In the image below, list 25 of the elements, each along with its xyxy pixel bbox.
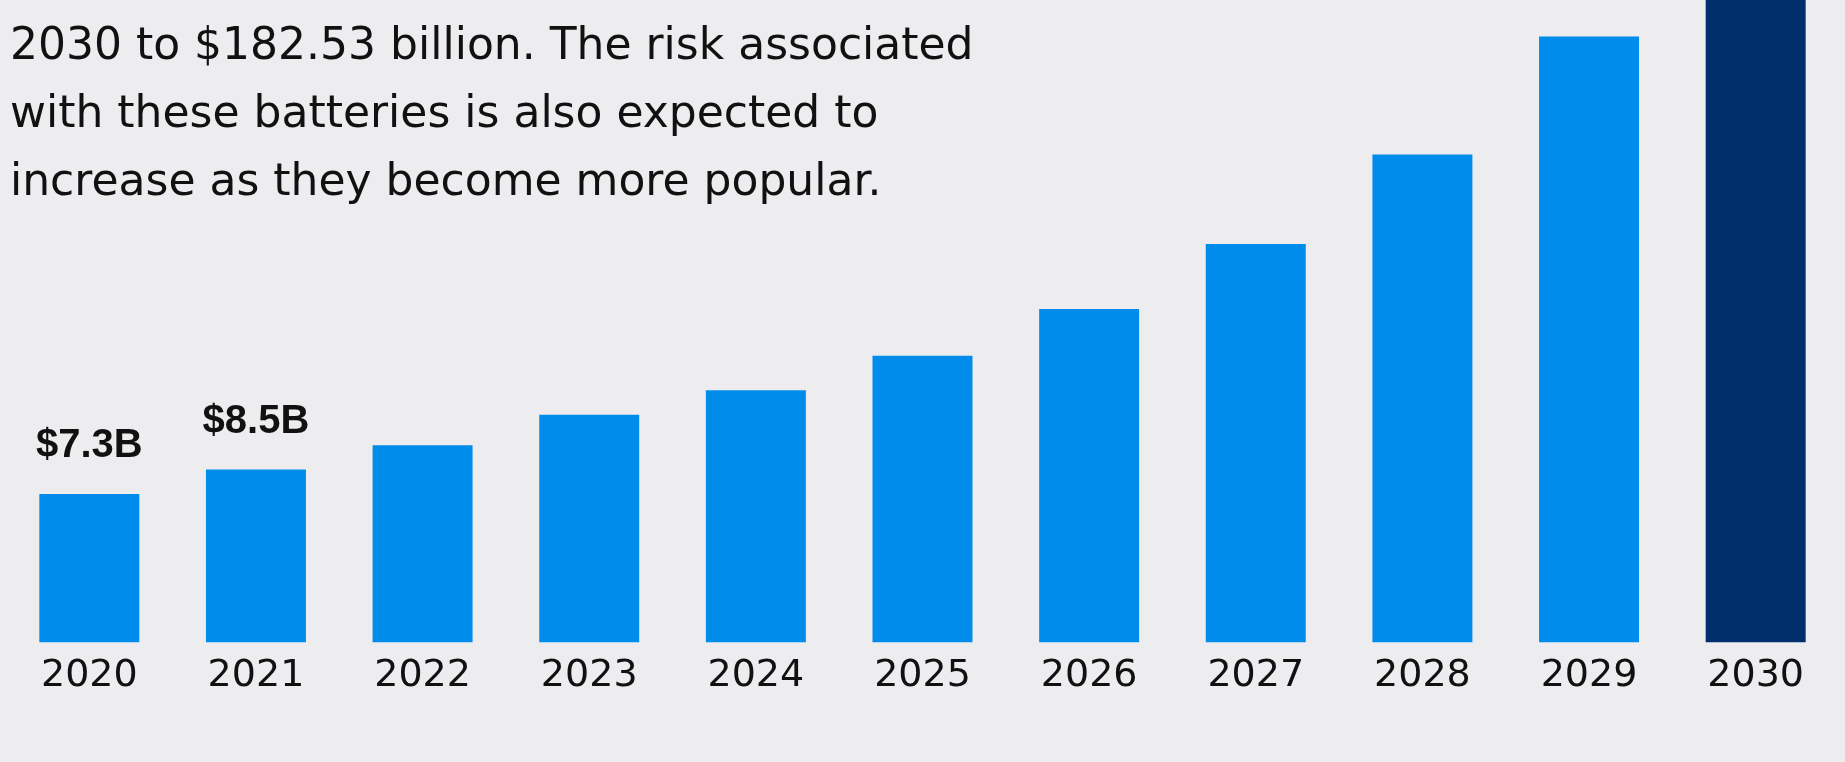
x-tick-label: 2028	[1374, 651, 1471, 696]
bar	[539, 414, 640, 643]
bar	[872, 355, 973, 643]
bar	[1539, 36, 1640, 643]
bar	[205, 469, 306, 643]
bar	[1372, 154, 1473, 643]
bar	[1705, 0, 1806, 643]
x-tick-label: 2026	[1040, 651, 1138, 696]
x-tick-label: 2027	[1207, 651, 1305, 696]
x-tick-label: 2021	[207, 651, 305, 696]
x-tick-label: 2030	[1707, 651, 1805, 696]
x-tick-label: 2020	[40, 651, 138, 696]
x-tick-label: 2029	[1540, 651, 1638, 696]
bar	[39, 494, 140, 643]
bar	[705, 390, 806, 643]
x-tick-label: 2022	[374, 651, 471, 696]
bar	[372, 445, 473, 643]
x-tick-label: 2024	[707, 651, 805, 696]
annotation: 2030 to $182.53 billion. The risk associated with these batteries is also expected to increase as they become more popular.	[10, 17, 974, 207]
bar	[1205, 243, 1306, 643]
data-label: $7.3B	[35, 421, 143, 466]
data-label: $8.5B	[202, 396, 310, 441]
bar	[1039, 309, 1140, 643]
x-tick-label: 2025	[874, 651, 971, 696]
x-tick-label: 2023	[540, 651, 638, 696]
